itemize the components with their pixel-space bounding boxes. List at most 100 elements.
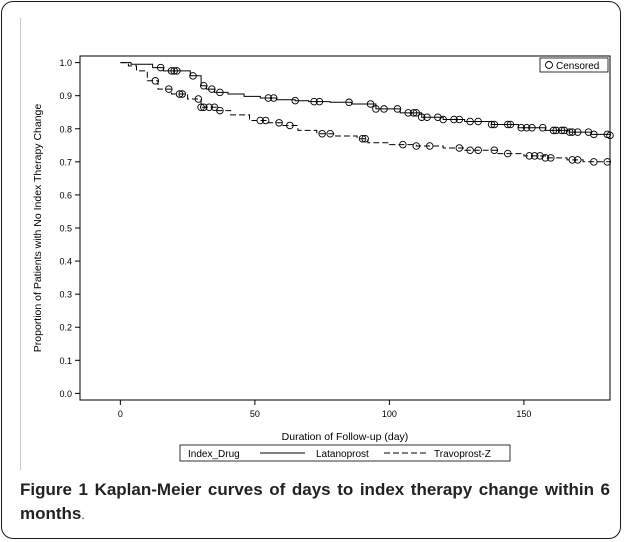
censor-mark (487, 120, 496, 129)
censor-mark (261, 116, 270, 125)
censor-mark (197, 103, 205, 112)
x-tick-label: 0 (118, 409, 123, 419)
series-line-travoprost-z (120, 62, 611, 164)
censor-mark (565, 128, 574, 136)
caption-text: Kaplan-Meier curves of days to index the… (20, 480, 611, 523)
censor-mark (530, 152, 539, 160)
censor-mark (412, 109, 421, 117)
y-tick-label: 0.9 (59, 91, 72, 101)
censor-mark (216, 88, 224, 97)
censor-mark (506, 120, 515, 129)
censor-mark (466, 117, 474, 126)
censor-mark (256, 116, 265, 125)
series-group (120, 62, 611, 164)
x-axis: 0 50 100 150 (118, 400, 531, 419)
censor-mark (573, 128, 582, 136)
censor-mark (178, 90, 186, 98)
censor-mark (399, 140, 407, 149)
censor-mark (165, 85, 173, 93)
censor-mark (541, 154, 550, 162)
censor-mark (603, 158, 612, 166)
plot-area-border (79, 55, 611, 401)
x-tick-label: 100 (382, 409, 397, 419)
censor-mark (474, 117, 482, 126)
censor-mark (208, 85, 216, 93)
censor-mark (269, 94, 278, 102)
censored-legend-box (539, 57, 609, 73)
censor-mark (275, 119, 283, 127)
y-tick-label: 0.3 (59, 290, 72, 300)
censor-mark (318, 129, 326, 138)
censor-mark (380, 105, 388, 113)
y-tick-label: 0.5 (59, 224, 72, 234)
y-tick-label: 0.0 (59, 389, 72, 399)
censor-mark (194, 95, 203, 103)
censored-legend-marker (545, 61, 553, 69)
censor-mark (358, 134, 367, 143)
censor-mark (291, 96, 299, 105)
censor-mark (528, 124, 536, 132)
censor-mark (404, 109, 412, 117)
censor-mark (549, 126, 558, 135)
group-legend-box (179, 444, 511, 462)
censor-mark (412, 142, 421, 150)
censor-mark (590, 130, 598, 139)
censor-mark (372, 105, 380, 113)
y-tick-label: 0.7 (59, 157, 72, 167)
caption-label: Figure 1 (20, 480, 88, 499)
y-tick-label: 0.2 (59, 323, 72, 333)
y-axis-label: Proportion of Patients with No Index The… (32, 104, 44, 353)
censored-legend: Censored (539, 57, 609, 73)
censor-mark (286, 121, 294, 130)
censor-mark (504, 149, 512, 158)
censor-mark (310, 97, 318, 106)
x-axis-label: Duration of Follow-up (day) (282, 431, 409, 443)
figure-left-rule (20, 18, 21, 470)
y-axis: 0.0 0.1 0.2 0.3 0.4 0.5 0.6 0.7 0.8 0.9 1.0 (59, 58, 80, 399)
censor-mark (490, 146, 499, 155)
censored-legend-label: Censored (556, 61, 599, 72)
censor-mark (568, 128, 577, 136)
censor-mark (345, 98, 353, 107)
censor-mark (205, 103, 213, 112)
censor-mark (409, 109, 418, 117)
legend-latanoprost-label: Latanoprost (316, 449, 369, 460)
censor-mark (425, 142, 434, 150)
censor-mark (552, 126, 560, 135)
caption-period: . (81, 508, 85, 522)
censor-mark (557, 126, 566, 135)
censor-mark (175, 90, 184, 98)
censor-mark (439, 115, 447, 124)
legend-travoprost-label: Travoprost-Z (434, 449, 491, 460)
censor-mark (547, 154, 555, 162)
censor-mark (151, 77, 160, 85)
censor-mark (536, 152, 544, 160)
y-tick-label: 0.4 (59, 257, 72, 267)
censor-mark (466, 146, 474, 155)
y-tick-label: 1.0 (59, 58, 72, 68)
censor-mark (189, 72, 197, 80)
x-tick-label: 150 (516, 409, 531, 419)
censor-mark (361, 134, 369, 143)
group-legend: Index_Drug Latanoprost Travoprost-Z (179, 444, 511, 462)
censor-mark (423, 113, 431, 121)
censor-mark (525, 152, 534, 160)
censor-marks (151, 63, 614, 166)
censor-mark (156, 63, 165, 72)
censor-mark (210, 103, 219, 112)
censor-mark (474, 146, 482, 155)
legend-title: Index_Drug (188, 449, 240, 460)
censor-mark (200, 82, 208, 90)
censor-mark (560, 126, 569, 135)
censor-mark (455, 144, 464, 152)
censor-mark (264, 94, 273, 102)
censor-mark (167, 67, 176, 75)
censor-mark (538, 124, 547, 132)
censor-mark (522, 124, 531, 132)
censor-mark (517, 124, 525, 132)
censor-mark (450, 115, 458, 124)
censor-mark (455, 115, 464, 124)
y-tick-label: 0.1 (59, 356, 72, 366)
censor-mark (393, 105, 402, 113)
x-tick-label: 50 (250, 409, 260, 419)
